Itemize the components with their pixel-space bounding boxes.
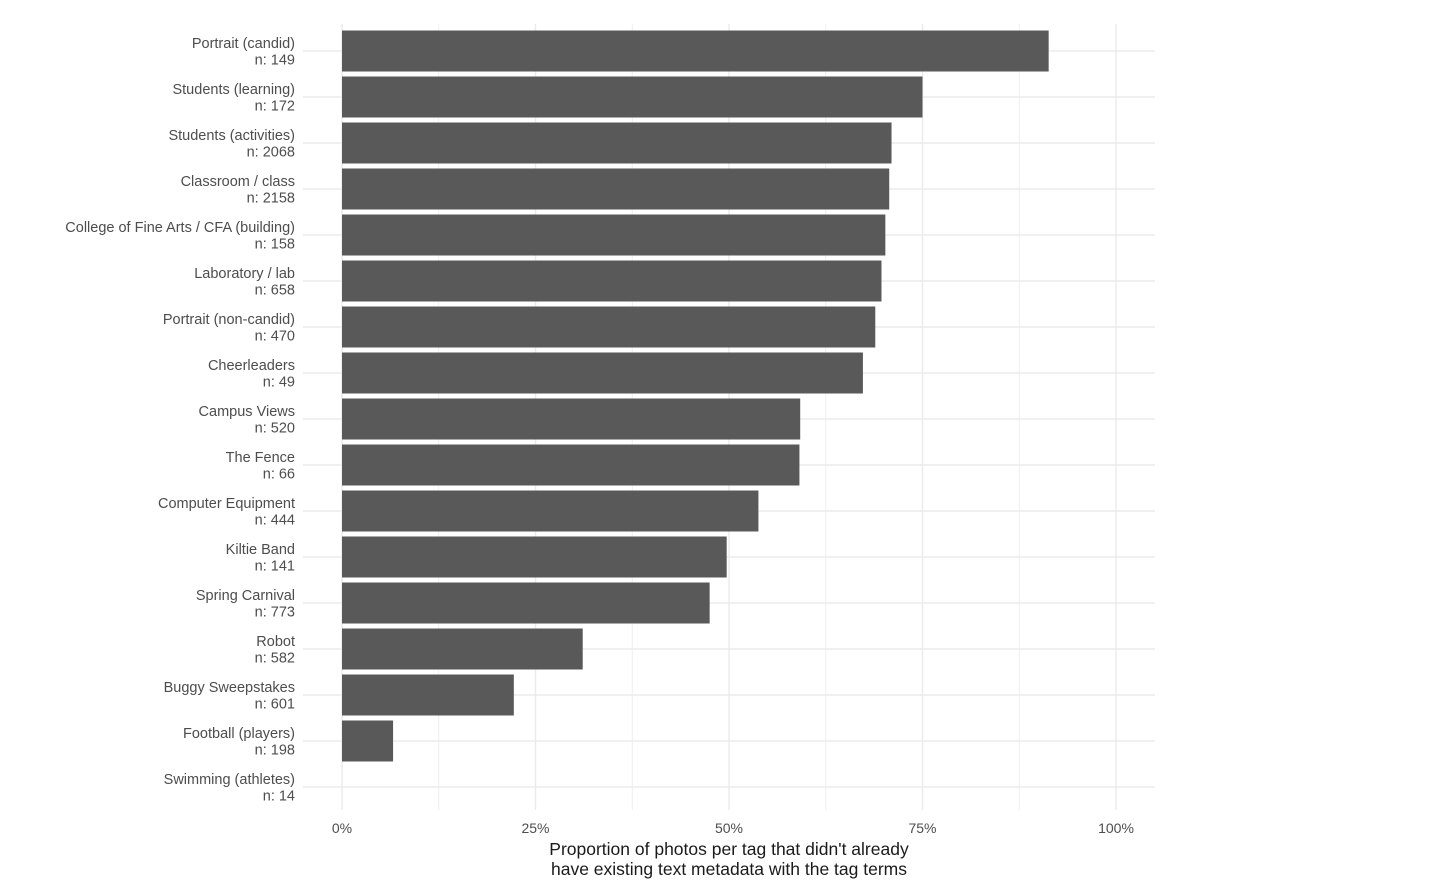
category-label: Robot — [256, 634, 295, 650]
category-labels: Portrait (candid)n: 149 Students (learnin… — [65, 36, 295, 805]
bar — [342, 30, 1049, 72]
category-count-label: n: 149 — [255, 53, 295, 69]
category-label: Portrait (non-candid) — [163, 312, 295, 328]
category-label: Campus Views — [199, 404, 295, 420]
category-label: Students (activities) — [168, 128, 295, 144]
category-count-label: n: 2158 — [247, 191, 295, 207]
category-label: Buggy Sweepstakes — [164, 680, 295, 696]
category-count-label: n: 158 — [255, 237, 295, 253]
bar — [342, 720, 394, 762]
x-tick-label: 75% — [908, 820, 936, 836]
category-label: Swimming (athletes) — [164, 772, 295, 788]
bar — [342, 582, 710, 624]
bar — [342, 674, 514, 716]
bar — [342, 306, 876, 348]
category-count-label: n: 520 — [255, 421, 295, 437]
category-label: College of Fine Arts / CFA (building) — [65, 220, 295, 236]
category-label: Cheerleaders — [208, 358, 295, 374]
x-tick-label: 0% — [332, 820, 352, 836]
category-label: Computer Equipment — [158, 496, 295, 512]
category-count-label: n: 601 — [255, 697, 295, 713]
bar — [342, 628, 583, 670]
bar — [342, 168, 890, 210]
bar — [342, 122, 892, 164]
category-label: Classroom / class — [181, 174, 295, 190]
x-axis-ticks: 0% 25% 50% 75% 100% — [332, 820, 1134, 836]
bar — [342, 352, 863, 394]
category-label: Football (players) — [183, 726, 295, 742]
bar — [342, 76, 923, 118]
category-label: Spring Carnival — [196, 588, 295, 604]
category-label: The Fence — [226, 450, 295, 466]
category-count-label: n: 172 — [255, 99, 295, 115]
category-count-label: n: 773 — [255, 605, 295, 621]
category-count-label: n: 582 — [255, 651, 295, 667]
category-label: Students (learning) — [172, 82, 295, 98]
x-tick-label: 50% — [715, 820, 743, 836]
x-axis-title-line-2: have existing text metadata with the tag… — [551, 859, 907, 879]
category-count-label: n: 141 — [255, 559, 295, 575]
bar — [342, 536, 727, 578]
category-count-label: n: 444 — [255, 513, 295, 529]
category-count-label: n: 198 — [255, 743, 295, 759]
bars — [342, 30, 1049, 762]
bar — [342, 214, 886, 256]
category-label: Laboratory / lab — [194, 266, 295, 282]
category-count-label: n: 66 — [263, 467, 295, 483]
category-count-label: n: 2068 — [247, 145, 295, 161]
x-tick-label: 100% — [1098, 820, 1134, 836]
x-tick-label: 25% — [521, 820, 549, 836]
category-count-label: n: 658 — [255, 283, 295, 299]
bar — [342, 444, 800, 486]
category-label: Portrait (candid) — [192, 36, 295, 52]
category-count-label: n: 470 — [255, 329, 295, 345]
bar — [342, 490, 759, 532]
category-count-label: n: 14 — [263, 789, 295, 805]
bar — [342, 398, 801, 440]
x-axis-title-line-1: Proportion of photos per tag that didn't… — [549, 839, 909, 859]
category-label: Kiltie Band — [226, 542, 295, 558]
category-count-label: n: 49 — [263, 375, 295, 391]
bar — [342, 260, 882, 302]
